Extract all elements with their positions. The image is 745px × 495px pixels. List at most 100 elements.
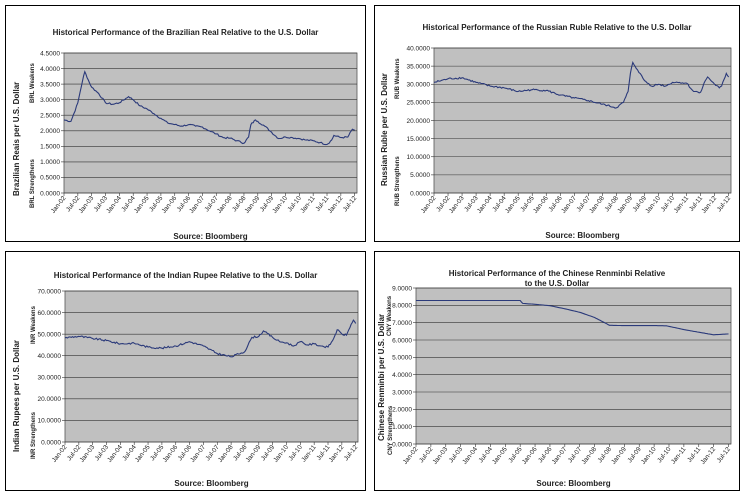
chart-title: Historical Performance of the Indian Rup… [53,271,318,280]
x-tick-label: Jul-12 [716,195,733,214]
plot-area [64,290,359,443]
x-tick-label: Jan-10 [272,444,290,464]
chart-title: Historical Performance of the Brazilian … [52,28,319,37]
x-tick-label: Jan-06 [532,195,550,215]
chart-panel-inr: Historical Performance of the Indian Rup… [5,251,366,491]
x-tick-label: Jan-09 [245,444,263,464]
x-tick-label: Jan-05 [133,195,151,215]
y-tick-label: 3.5000 [40,81,60,88]
x-tick-label: Jan-09 [616,195,634,215]
series-line [433,61,730,109]
y-tick-label: 1.0000 [392,424,412,431]
chart-title: Historical Performance of the Chinese Re… [448,269,666,288]
source-label: Source: Bloomberg [545,231,620,240]
x-tick-label: Jul-12 [716,446,733,465]
y-tick-label: 60.0000 [38,310,62,317]
x-tick-label: Jul-12 [343,444,360,463]
y-tick-label: 40.0000 [38,353,62,360]
series-line [63,70,355,146]
y-tick-label: 30.0000 [407,82,431,89]
x-tick-label: Jan-03 [78,195,96,215]
y-tick-label: 4.0000 [40,66,60,73]
y-tick-label: 5.0000 [392,355,412,362]
y-tick-label: 1.0000 [40,159,60,166]
x-tick-label: Jan-11 [300,444,318,464]
y-tick-label: 8.0000 [392,303,412,310]
x-tick-label: Jan-11 [670,446,688,466]
y-tick-label: 4.0000 [392,372,412,379]
x-tick-label: Jul-12 [342,195,359,214]
x-tick-label: Jan-06 [521,446,539,466]
y-tick-label: 6.0000 [392,337,412,344]
source-label: Source: Bloomberg [536,479,611,488]
x-tick-label: Jan-06 [161,195,179,215]
chart-panel-brl: Historical Performance of the Brazilian … [5,5,366,242]
x-tick-label: Jan-05 [134,444,152,464]
x-tick-label: Jan-08 [217,444,235,464]
x-tick-label: Jan-09 [244,195,262,215]
x-tick-label: Jan-12 [700,195,718,215]
y-tick-label: 4.5000 [40,50,60,57]
chart-svg: 0.0000 0.5000 1.0000 1.5000 2.0000 2.5000 3.00… [40,50,359,215]
y-tick-label: 0.0000 [40,190,60,197]
y-tick-label: 3.0000 [392,389,412,396]
y-tick-label: 10.0000 [38,418,62,425]
x-tick-label: Jan-05 [504,195,522,215]
y-tick-label: 3.0000 [40,97,60,104]
x-tick-label: Jan-03 [432,446,450,466]
y-tick-label: 50.0000 [38,331,62,338]
y-tick-label: 0.0000 [41,439,61,446]
chart-svg: 0.0000 5.0000 10.0000 15.0000 20.0000 25.0000… [407,45,733,215]
x-tick-label: Jan-08 [216,195,234,215]
y-tick-label: 20.0000 [407,118,431,125]
x-tick-label: Jan-05 [491,446,509,466]
x-tick-label: Jan-03 [79,444,97,464]
y-tick-label: 0.0000 [392,441,412,448]
x-tick-label: Jan-04 [476,195,494,215]
y-tick-label: 1.5000 [40,144,60,151]
y-tick-label: 35.0000 [407,63,431,70]
y-tick-label: 2.5000 [40,113,60,120]
x-tick-label: Jan-07 [560,195,578,215]
x-tick-label: Jan-08 [580,446,598,466]
x-tick-label: Jan-11 [299,195,317,215]
x-tick-label: Jan-04 [105,195,123,215]
y-tick-label: 5.0000 [410,172,430,179]
y-tick-label: 0.5000 [40,175,60,182]
y-tick-label: 70.0000 [38,288,62,295]
series-line [416,299,729,336]
x-tick-label: Jan-07 [189,444,207,464]
y-tick-label: 15.0000 [407,136,431,143]
chart-panel-rub: Historical Performance of the Russian Ru… [374,5,740,242]
x-tick-label: Jan-02 [50,195,68,215]
y-tick-label: 2.0000 [40,128,60,135]
x-tick-label: Jan-07 [551,446,569,466]
chart-svg: 0.0000 1.0000 2.0000 3.0000 4.0000 5.0000 6.00… [392,285,733,466]
x-tick-label: Jan-10 [640,446,658,466]
y-tick-label: 0.0000 [410,190,430,197]
x-tick-label: Jan-11 [673,195,691,215]
chart-title: Historical Performance of the Russian Ru… [422,23,692,32]
plot-area [63,52,358,194]
y-tick-label: 10.0000 [407,154,431,161]
x-tick-label: Jan-12 [328,444,346,464]
source-label: Source: Bloomberg [174,479,249,488]
x-tick-label: Jan-03 [448,195,466,215]
x-tick-label: Jan-06 [162,444,180,464]
x-tick-label: Jan-07 [188,195,206,215]
x-tick-label: Jan-10 [271,195,289,215]
y-tick-label: 30.0000 [38,375,62,382]
y-tick-label: 40.0000 [407,45,431,52]
y-tick-label: 2.0000 [392,407,412,414]
x-tick-label: Jan-09 [610,446,628,466]
x-tick-label: Jan-02 [402,446,420,466]
x-tick-label: Jan-04 [106,444,124,464]
x-tick-label: Jan-12 [699,446,717,466]
y-tick-label: 7.0000 [392,320,412,327]
chart-svg: 0.0000 10.0000 20.0000 30.0000 40.0000 50.000… [38,288,360,464]
x-tick-label: Jan-10 [644,195,662,215]
series-line [64,319,357,358]
x-tick-label: Jan-08 [588,195,606,215]
y-tick-label: 9.0000 [392,285,412,292]
chart-panel-cny: Historical Performance of the Chinese Re… [374,251,740,491]
